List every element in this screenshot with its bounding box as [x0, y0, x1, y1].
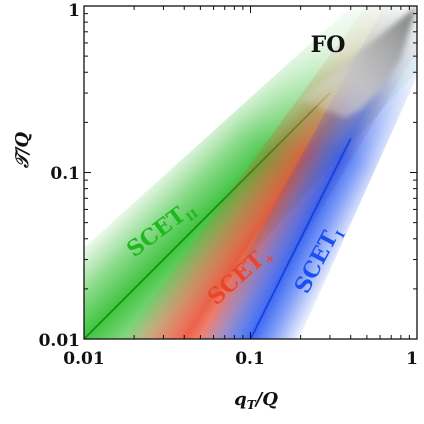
x-axis-title: qT/Q [234, 389, 278, 412]
x-tick-label: 0.1 [235, 349, 265, 369]
x-axis-title-main: q [234, 389, 247, 410]
axis-ticks [83, 5, 418, 340]
y-axis-title: 𝒯/Q [12, 132, 33, 169]
x-axis-title-sub: T [247, 398, 257, 412]
fo-region [300, 6, 417, 118]
y-tick-label: 0.1 [50, 164, 80, 184]
x-tick-label: 0.01 [63, 349, 104, 369]
fo-wedge [300, 6, 417, 118]
y-tick-label: 0.01 [39, 331, 80, 351]
scet1-line [249, 138, 352, 339]
fo-label: FO [311, 32, 346, 58]
x-axis-title-rest: /Q [254, 389, 279, 410]
x-tick-label: 1 [406, 349, 418, 369]
scet1-label-sub: I [333, 228, 348, 240]
y-tick-label: 1 [68, 1, 80, 21]
